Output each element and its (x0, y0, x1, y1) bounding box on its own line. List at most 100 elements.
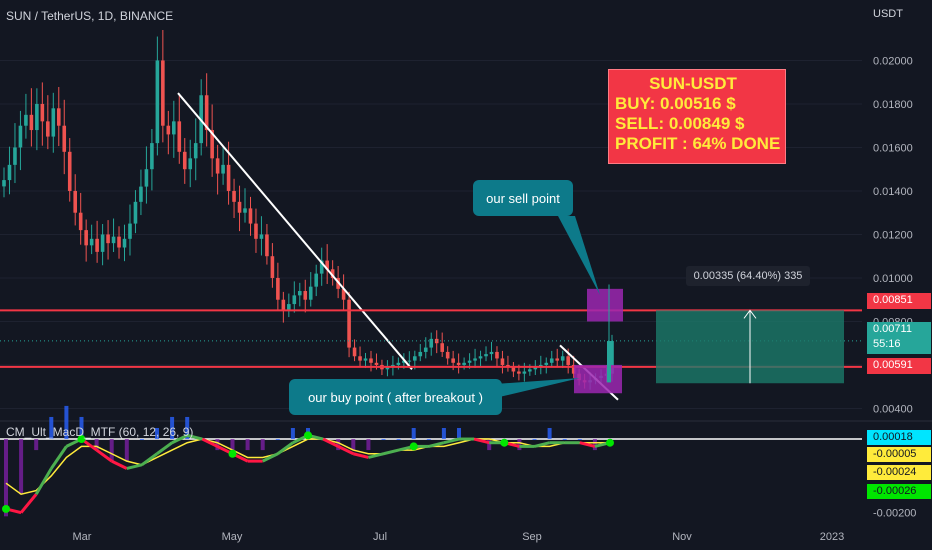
candle-body (528, 369, 532, 372)
candle-body (215, 158, 220, 174)
candle-body (67, 151, 72, 191)
macd-histogram-bar (64, 405, 69, 440)
macd-line-segment (186, 433, 203, 441)
macd-line-segment (111, 459, 128, 470)
macd-tag-4: -0.00026 (867, 484, 931, 499)
info-buy: BUY: 0.00516 $ (615, 94, 736, 113)
candle-body (150, 143, 154, 170)
candle-body (276, 277, 280, 300)
macd-histogram-bar (155, 428, 159, 440)
candle-body (484, 354, 488, 357)
macd-line-segment (276, 441, 294, 455)
sell-point-callout[interactable]: our sell point (473, 180, 573, 216)
candle-body (462, 362, 466, 365)
candle-body (319, 260, 324, 274)
candle-body (133, 201, 138, 224)
macd-histogram-bar (124, 439, 129, 462)
x-tick-label: Mar (73, 531, 92, 543)
macd-line-segment (95, 448, 113, 463)
candle-body (111, 236, 116, 244)
macd-line-segment (171, 434, 188, 445)
candle-body (330, 269, 335, 278)
candle-body (473, 358, 477, 361)
candle-body (571, 364, 576, 374)
y-tick-label: 0.00400 (873, 403, 913, 415)
candle-body (270, 256, 275, 278)
candle-body (308, 286, 313, 300)
candle-body (511, 367, 516, 372)
macd-line-segment (322, 437, 339, 448)
macd-histogram-bar (94, 439, 99, 451)
candle-body (292, 295, 297, 305)
candle-body (259, 234, 264, 239)
macd-line-segment (428, 441, 445, 448)
candle-body (40, 103, 45, 122)
macd-histogram-bar (230, 439, 235, 451)
candle-body (29, 114, 34, 131)
buy-point-callout[interactable]: our buy point ( after breakout ) (289, 379, 502, 415)
macd-histogram-bar (19, 439, 24, 495)
candle-body (347, 299, 351, 348)
macd-line-segment (368, 452, 384, 459)
candle-body (429, 338, 434, 348)
candle-body (73, 190, 78, 213)
candle-body (303, 291, 308, 300)
candle-body (358, 356, 362, 361)
candle-body (555, 358, 560, 361)
sell-highlight (587, 288, 623, 322)
buy-callout-pointer (495, 378, 580, 398)
macd-histogram-bar (34, 439, 39, 451)
macd-line-segment (50, 445, 68, 470)
candle-body (549, 358, 554, 363)
macd-line-segment (534, 441, 550, 448)
trendline (177, 92, 413, 370)
candle-body (325, 260, 329, 270)
macd-line-segment (141, 452, 158, 467)
macd-line-segment (156, 441, 173, 455)
candle-body (517, 371, 521, 374)
macd-histogram-bar (351, 439, 356, 451)
candle-body (418, 351, 423, 357)
candle-body (182, 151, 187, 170)
macd-histogram-bar (396, 439, 401, 441)
x-tick-label: Nov (672, 531, 692, 543)
macd-histogram-bar (170, 416, 175, 440)
candle-body (172, 121, 176, 135)
candle-body (369, 358, 373, 363)
candle-body (2, 180, 6, 187)
measure-arrow-head (743, 309, 757, 319)
macd-line-segment (337, 445, 354, 456)
candle-body (533, 367, 538, 370)
candle-body (297, 291, 302, 296)
y-tick-label: 0.01800 (873, 99, 913, 111)
macd-line-segment (126, 463, 143, 470)
candle-body (95, 238, 99, 252)
candle-body (385, 367, 390, 370)
buy-highlight (574, 364, 622, 394)
macd-histogram-bar (547, 428, 552, 440)
macd-tick-label: -0.00200 (873, 508, 916, 520)
x-tick-label: May (222, 531, 243, 543)
macd-cross-dot (2, 504, 10, 513)
macd-histogram-bar (49, 416, 54, 440)
candle-body (610, 341, 614, 374)
macd-cross-dot (228, 449, 237, 458)
candle-body (243, 208, 247, 213)
y-tick-label: 0.01000 (873, 273, 913, 285)
measure-label: 0.00335 (64.40%) 335 (686, 266, 810, 286)
macd-line-segment (352, 452, 369, 459)
macd-line-segment (579, 441, 596, 448)
macd-tag-1: 0.00018 (867, 430, 931, 445)
candle-body (396, 362, 401, 365)
macd-histogram-bar (185, 416, 190, 440)
candle-body (56, 108, 61, 126)
candle-body (226, 164, 231, 191)
info-title: SUN-USDT (649, 74, 737, 93)
candle-body (254, 223, 258, 239)
symbol-title: SUN / TetherUS, 1D, BINANCE (6, 9, 174, 23)
macd-histogram-bar (532, 439, 537, 441)
candle-body (193, 143, 198, 159)
candle-body (407, 360, 412, 362)
x-tick-label: Sep (522, 531, 542, 543)
